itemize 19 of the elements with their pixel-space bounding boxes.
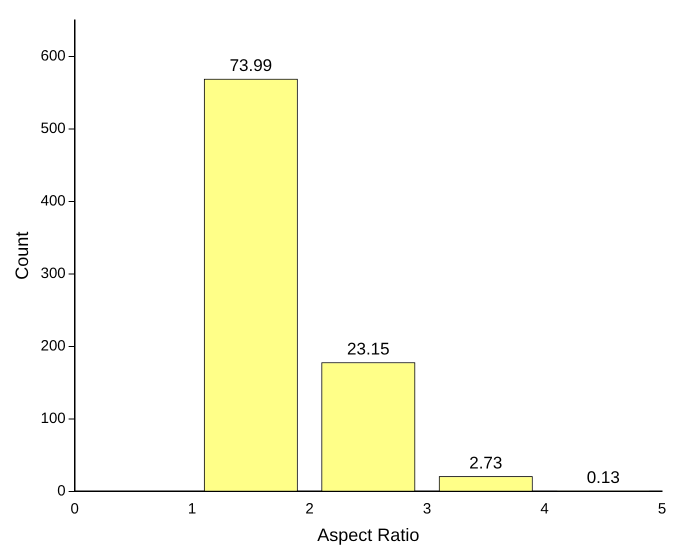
x-tick-label: 0: [70, 500, 79, 518]
y-tick-label: 600: [40, 47, 66, 64]
y-tick-label: 100: [40, 410, 66, 428]
annotation: 23.15: [347, 339, 390, 358]
annotation: 73.99: [230, 56, 272, 75]
x-tick-label: 1: [188, 500, 196, 518]
x-axis-title: Aspect Ratio: [317, 525, 420, 546]
x-tick-label: 4: [540, 500, 549, 518]
y-tick-label: 200: [40, 337, 66, 354]
x-tick-label: 3: [422, 500, 432, 518]
x-tick-label: 2: [305, 500, 314, 518]
annotation: 2.73: [469, 453, 502, 472]
y-axis-title: Count: [12, 232, 32, 280]
y-tick-label: 500: [40, 120, 66, 137]
y-tick-label: 400: [40, 192, 66, 210]
annotation: 0.13: [586, 468, 620, 487]
y-tick-label: 300: [40, 264, 66, 282]
y-tick-label: 0: [57, 482, 66, 500]
x-tick-label: 5: [658, 500, 666, 518]
